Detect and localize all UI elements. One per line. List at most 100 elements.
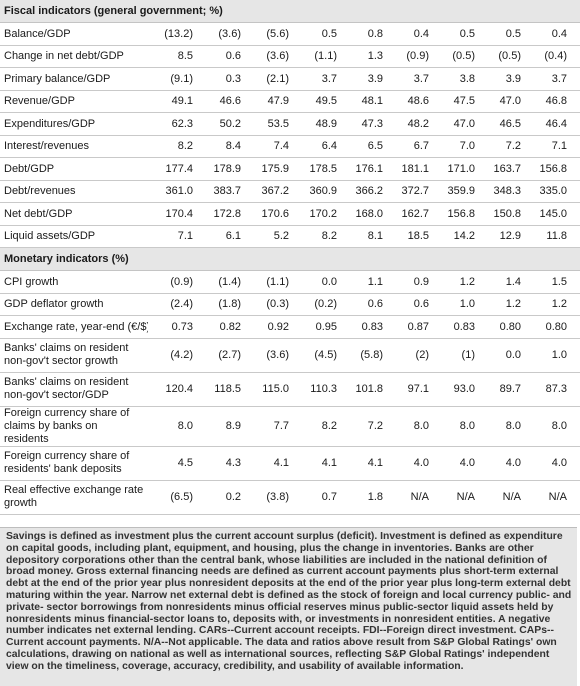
value-cell: 1.8 <box>341 480 387 515</box>
value-cell: (3.6) <box>245 338 293 373</box>
value-cell: 3. <box>571 67 580 91</box>
row-label: Banks' claims on resident non-gov't sect… <box>0 372 148 407</box>
value-cell: 0.73 <box>148 315 197 339</box>
value-cell: 170.2 <box>293 202 341 226</box>
row-label: Foreign currency share of claims by bank… <box>0 406 148 447</box>
monetary-section-title: Monetary indicators (%) <box>0 247 580 271</box>
value-cell: 0.7 <box>293 480 341 515</box>
table-row: Banks' claims on resident non-gov't sect… <box>0 372 580 407</box>
value-cell: (5.8) <box>341 338 387 373</box>
value-cell: 348.3 <box>479 180 525 203</box>
value-cell: 0. <box>571 22 580 46</box>
value-cell: N/A <box>525 480 571 515</box>
value-cell: 4.1 <box>293 446 341 481</box>
section-header-row: Fiscal indicators (general government; %… <box>0 0 580 23</box>
value-cell: 181.1 <box>387 157 433 181</box>
value-cell: 47.0 <box>433 112 479 136</box>
row-label: Foreign currency share of residents' ban… <box>0 446 148 481</box>
value-cell: 115.0 <box>245 372 293 407</box>
value-cell: 8.2 <box>148 135 197 158</box>
value-cell: 48.6 <box>387 90 433 113</box>
value-cell: 48.1 <box>341 90 387 113</box>
value-cell: (13.2) <box>148 22 197 46</box>
value-cell: 85. <box>571 372 580 407</box>
value-cell: (0.2) <box>293 293 341 316</box>
value-cell: 8.9 <box>197 406 245 447</box>
table-row: CPI growth (0.9) (1.4) (1.1) 0.0 1.1 0.9 1.2 1.4… <box>0 270 580 294</box>
value-cell: 118.5 <box>197 372 245 407</box>
value-cell: (1.1) <box>245 270 293 294</box>
value-cell: 0.8 <box>341 22 387 46</box>
value-cell: 7.7 <box>245 406 293 447</box>
value-cell: (5.6) <box>245 22 293 46</box>
value-cell: 89.7 <box>479 372 525 407</box>
value-cell: 1.0 <box>433 293 479 316</box>
table-row: Debt/GDP 177.4 178.9 175.9 178.5 176.1 181.1 17… <box>0 157 580 181</box>
value-cell: 1.2 <box>525 293 571 316</box>
value-cell: 7.1 <box>148 225 197 248</box>
table-row: Liquid assets/GDP 7.1 6.1 5.2 8.2 8.1 18.5 14.2… <box>0 225 580 248</box>
value-cell: 47.5 <box>433 90 479 113</box>
value-cell: 8.0 <box>525 406 571 447</box>
value-cell: 0.80 <box>525 315 571 339</box>
value-cell: 47.0 <box>479 90 525 113</box>
table-row: Real effective exchange rate growth (6.5)… <box>0 480 580 515</box>
value-cell: 8.0 <box>479 406 525 447</box>
value-cell: 383.7 <box>197 180 245 203</box>
value-cell: 6.4 <box>293 135 341 158</box>
value-cell: 156.8 <box>433 202 479 226</box>
row-label: Expenditures/GDP <box>0 112 148 136</box>
value-cell: 0.6 <box>341 293 387 316</box>
value-cell: (2.1) <box>245 67 293 91</box>
value-cell: 1.1 <box>341 270 387 294</box>
section-header-row: Monetary indicators (%) <box>0 247 580 271</box>
value-cell: 366.2 <box>341 180 387 203</box>
value-cell: 1.0 <box>525 338 571 373</box>
value-cell: (3.8) <box>245 480 293 515</box>
value-cell: 7.0 <box>433 135 479 158</box>
value-cell: 8.0 <box>148 406 197 447</box>
value-cell: 0.6 <box>387 293 433 316</box>
table-row: Net debt/GDP 170.4 172.8 170.6 170.2 168.0 162… <box>0 202 580 226</box>
value-cell: 1. <box>571 338 580 373</box>
value-cell: 4. <box>571 446 580 481</box>
value-cell: 8.2 <box>293 225 341 248</box>
value-cell: 4.0 <box>387 446 433 481</box>
value-cell: (2) <box>387 338 433 373</box>
row-label: Banks' claims on resident non-gov't sect… <box>0 338 148 373</box>
table-row: Primary balance/GDP (9.1) 0.3 (2.1) 3.7 3.9 3.… <box>0 67 580 91</box>
value-cell: 8.0 <box>433 406 479 447</box>
row-label: Interest/revenues <box>0 135 148 158</box>
value-cell: 1.4 <box>479 270 525 294</box>
value-cell: 7.2 <box>341 406 387 447</box>
value-cell: 3.7 <box>293 67 341 91</box>
value-cell: (1.8) <box>197 293 245 316</box>
value-cell: 3.7 <box>387 67 433 91</box>
value-cell: 7.2 <box>479 135 525 158</box>
value-cell: 0.95 <box>293 315 341 339</box>
value-cell: (3.6) <box>245 45 293 68</box>
value-cell: 7.4 <box>245 135 293 158</box>
value-cell: 0.82 <box>197 315 245 339</box>
value-cell: 162.7 <box>387 202 433 226</box>
value-cell: 49.1 <box>148 90 197 113</box>
value-cell: 0.0 <box>479 338 525 373</box>
value-cell: 0.5 <box>433 22 479 46</box>
row-label: Net debt/GDP <box>0 202 148 226</box>
value-cell: 178.5 <box>293 157 341 181</box>
value-cell: 47.9 <box>245 90 293 113</box>
value-cell: 320. <box>571 180 580 203</box>
value-cell: 12.9 <box>479 225 525 248</box>
value-cell: 8.1 <box>341 225 387 248</box>
value-cell: 1.2 <box>433 270 479 294</box>
value-cell: 1.3 <box>341 45 387 68</box>
value-cell: 0.3 <box>197 67 245 91</box>
row-label: Balance/GDP <box>0 22 148 46</box>
table-row: Change in net debt/GDP 8.5 0.6 (3.6) (1.1) 1.… <box>0 45 580 68</box>
value-cell: 46.8 <box>525 90 571 113</box>
row-label: Change in net debt/GDP <box>0 45 148 68</box>
value-cell: 0.4 <box>525 22 571 46</box>
value-cell: 4.3 <box>197 446 245 481</box>
value-cell: N/A <box>387 480 433 515</box>
